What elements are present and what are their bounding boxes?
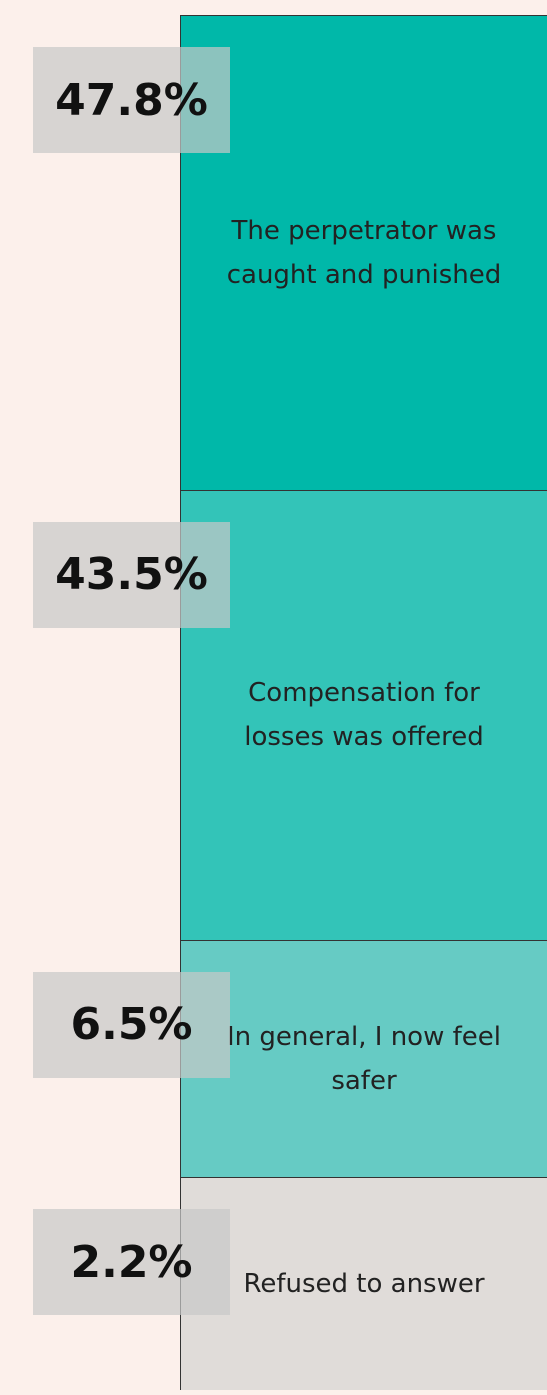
value-label: 2.2% [33, 1209, 230, 1316]
segment-label: The perpetrator was caught and punished [226, 215, 502, 290]
segment: Compensation for losses was offered [180, 489, 547, 940]
value-label: 47.8% [33, 47, 230, 153]
segment: In general, I now feel safer [180, 939, 547, 1178]
segment: Refused to answer [180, 1177, 547, 1390]
value-label: 43.5% [33, 521, 230, 628]
segment-label: In general, I now feel safer [227, 1022, 501, 1097]
value-label: 6.5% [33, 971, 230, 1078]
segment: The perpetrator was caught and punished [180, 15, 547, 490]
segment-label: Refused to answer [243, 1269, 485, 1300]
segment-label: Compensation for losses was offered [244, 678, 484, 753]
